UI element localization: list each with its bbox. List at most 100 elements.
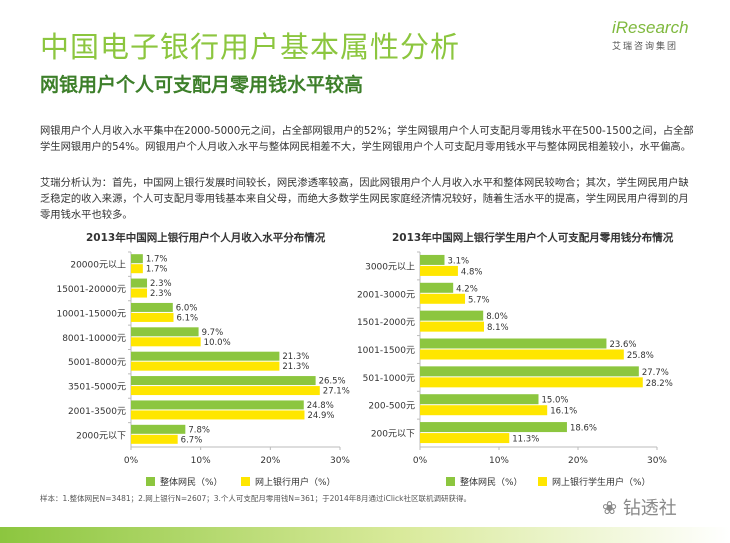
chart2-value-label: 18.6% [570,424,597,434]
chart1-bar-overall [131,376,316,386]
chart1-value-label: 27.1% [323,387,350,397]
chart2-value-label: 5.7% [468,295,490,305]
chart1-bar-bank [131,312,174,322]
chart1-x-tick-label: 30% [330,456,350,466]
chart1-category-label: 5001-8000元 [68,358,126,368]
chart1-bar-overall [131,254,143,264]
chart2-value-label: 4.8% [461,267,483,277]
chart2-value-label: 15.0% [542,396,569,406]
chart2-bar-bank [420,377,643,388]
chart2-x-tick-label: 20% [568,456,588,466]
chart2-category-label: 2001-3000元 [357,290,415,300]
chart2-legend-label: 网上银行学生用户（%） [552,476,651,488]
chart2-x-tick-label: 10% [489,456,509,466]
chart2-bar-bank [420,321,484,332]
chart2-value-label: 28.2% [646,379,673,389]
chart1-legend-swatch [146,477,155,486]
logo-subtext: 艾瑞咨询集团 [612,42,679,52]
chart1-value-label: 21.3% [282,362,309,372]
chart1-category-label: 2001-3500元 [68,407,126,417]
chart1-bar-bank [131,337,201,347]
chart2-title: 2013年中国网上银行学生用户个人可支配月零用钱分布情况 [392,232,674,244]
iresearch-logo: iResearch 艾瑞咨询集团 [612,18,710,52]
summary-paragraph: 网银用户个人月收入水平集中在2000-5000元之间，占全部网银用户的52%；学… [40,125,694,153]
chart1-bar-overall [131,278,148,288]
chart1-value-label: 2.3% [150,279,172,289]
chart1-x-tick-label: 0% [124,456,139,466]
chart2-bar-bank [420,433,510,444]
chart1-value-label: 2.3% [150,289,172,299]
chart2-category-label: 200元以下 [371,430,415,440]
chart2-value-label: 8.0% [486,312,508,322]
chart1-title: 2013年中国网上银行用户个人月收入水平分布情况 [86,232,326,244]
chart2-category-label: 1001-1500元 [357,346,415,356]
chart1-value-label: 1.7% [146,255,168,265]
wechat-icon: ❀ [602,498,623,519]
chart2-bar-bank [420,293,466,304]
chart1-category-label: 8001-10000元 [62,334,126,344]
chart2-value-label: 8.1% [487,323,509,333]
chart1-bar-bank [131,288,148,298]
chart2-bar-overall [420,254,445,265]
chart1-bar-bank [131,434,178,444]
chart1-bar-overall [131,302,173,312]
chart1-value-label: 6.0% [176,303,198,313]
chart1-category-label: 20000元以上 [70,260,126,271]
page-title: 中国电子银行用户基本属性分析 [40,30,461,64]
chart1-legend-label: 网上银行用户（%） [255,476,336,488]
chart1-x-tick-label: 20% [260,456,280,466]
chart1-bar-bank [131,361,280,371]
bottom-brand-bar [0,527,730,543]
chart1-value-label: 6.1% [176,313,198,323]
chart2-value-label: 27.7% [642,368,669,378]
chart1-value-label: 21.3% [282,352,309,362]
chart2-bar-overall [420,338,607,349]
chart1-bar-bank [131,410,305,420]
chart1-value-label: 6.7% [181,435,203,445]
sample-footnote: 样本：1.整体网民N=3481；2.网上银行N=2607；3.个人可支配月零用钱… [40,494,471,503]
chart2-bar-overall [420,422,567,433]
chart1-category-label: 10001-15000元 [56,309,126,319]
chart1-bar-overall [131,327,199,337]
chart2-value-label: 4.2% [456,284,478,294]
chart2-value-label: 25.8% [627,351,654,361]
chart2-bar-overall [420,366,639,377]
chart2-category-label: 1501-2000元 [357,318,415,328]
chart2-legend-swatch [446,477,455,486]
chart2-bar-overall [420,310,484,321]
chart2-bar-bank [420,265,458,276]
chart2-legend-swatch [538,477,547,486]
chart2-value-label: 23.6% [609,340,636,350]
chart2-x-tick-label: 30% [647,456,667,466]
chart2-bar-overall [420,282,454,293]
chart1-legend-label: 整体网民（%） [160,476,223,488]
chart1-legend-swatch [241,477,250,486]
chart1-value-label: 1.7% [146,265,168,275]
chart2-category-label: 3000元以上 [365,261,415,272]
chart1-bar-overall [131,351,280,361]
chart1-x-tick-label: 10% [191,456,211,466]
chart2-category-label: 200-500元 [368,402,415,412]
chart2-legend-label: 整体网民（%） [460,476,523,488]
chart1-value-label: 7.8% [188,425,210,435]
chart2-value-label: 16.1% [550,407,577,417]
chart1-category-label: 2000元以下 [76,431,126,441]
chart2-value-label: 3.1% [447,256,469,266]
chart2-bar-bank [420,405,548,416]
watermark-text: 钻透社 [622,498,677,519]
chart1-value-label: 26.5% [319,377,346,387]
chart2-category-label: 501-1000元 [363,374,415,384]
chart1-value-label: 10.0% [204,338,231,348]
chart1-bar-bank [131,386,320,396]
chart2-x-tick-label: 0% [413,456,428,466]
page-subtitle: 网银用户个人可支配月零用钱水平较高 [40,74,364,96]
chart1-category-label: 15001-20000元 [56,285,126,295]
chart1-bar-overall [131,400,304,410]
logo-wordmark: iResearch [612,18,689,37]
chart2-bar-overall [420,394,539,405]
chart1-bar-overall [131,424,186,434]
chart1-bar-bank [131,264,143,274]
chart1-value-label: 9.7% [202,328,224,338]
